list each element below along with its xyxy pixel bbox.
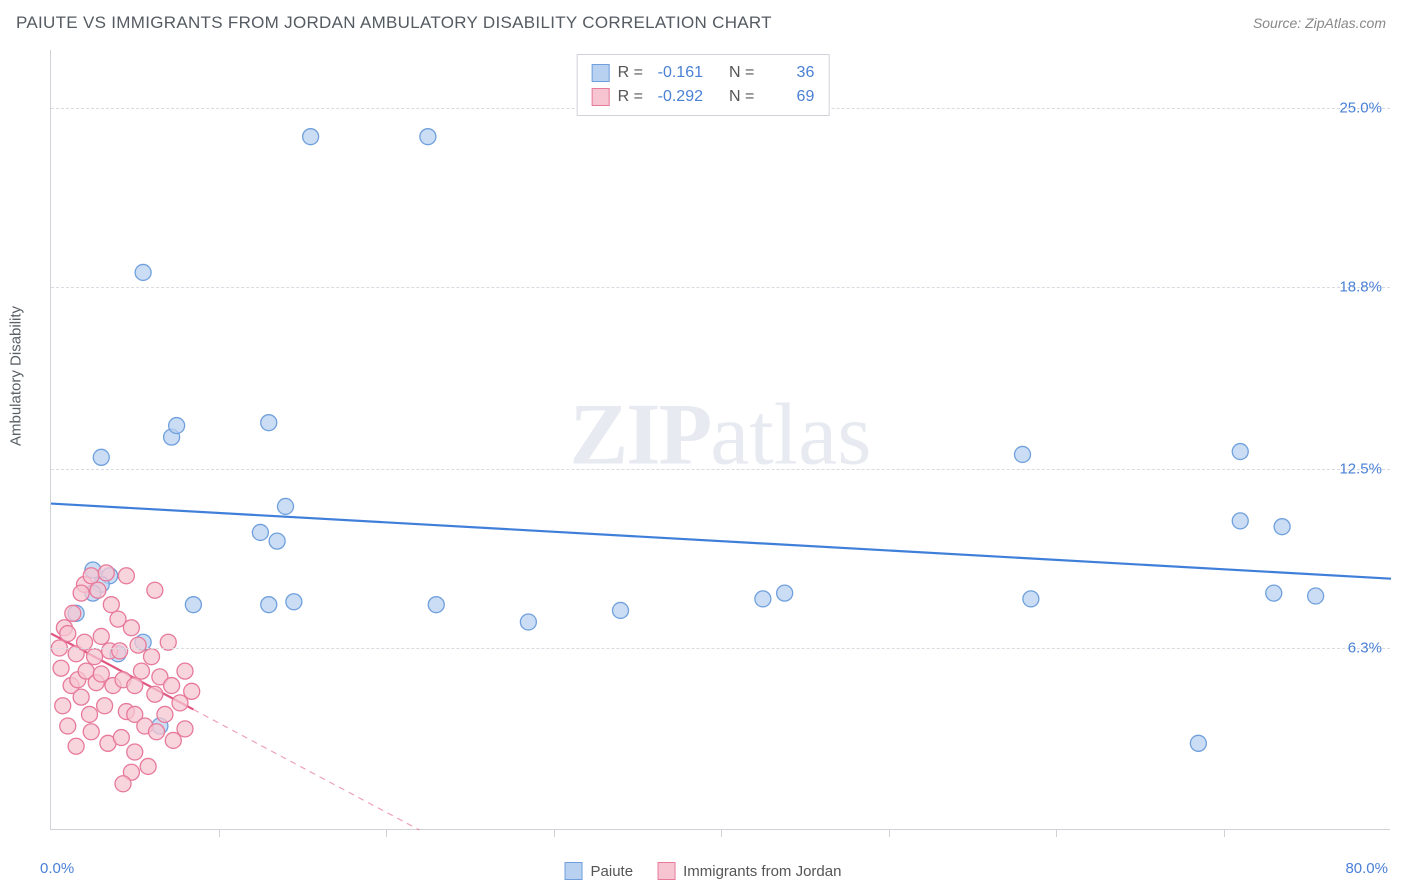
y-tick-label: 6.3% [1348,640,1382,657]
n-value-2: 69 [762,85,814,109]
y-tick-label: 25.0% [1339,99,1382,116]
legend-item-1: Paiute [565,862,634,880]
legend-label-1: Paiute [591,863,634,880]
swatch-series-1 [592,64,610,82]
n-label-2: N = [729,85,754,109]
stats-row-2: R = -0.292 N = 69 [592,85,815,109]
legend-label-2: Immigrants from Jordan [683,863,841,880]
swatch-series-2 [592,88,610,106]
legend-swatch-2 [657,862,675,880]
y-tick-label: 12.5% [1339,460,1382,477]
y-axis-label: Ambulatory Disability [8,306,25,446]
scatter-svg [51,50,1390,829]
legend-swatch-1 [565,862,583,880]
x-axis-min-label: 0.0% [40,860,74,877]
chart-title: PAIUTE VS IMMIGRANTS FROM JORDAN AMBULAT… [16,13,772,33]
n-label-1: N = [729,61,754,85]
chart-header: PAIUTE VS IMMIGRANTS FROM JORDAN AMBULAT… [0,0,1406,46]
chart-plot-area: ZIPatlas 6.3%12.5%18.8%25.0% [50,50,1390,830]
source-attribution: Source: ZipAtlas.com [1253,15,1386,31]
r-label-2: R = [618,85,643,109]
bottom-legend: Paiute Immigrants from Jordan [565,862,842,880]
r-value-1: -0.161 [651,61,703,85]
n-value-1: 36 [762,61,814,85]
legend-item-2: Immigrants from Jordan [657,862,841,880]
stats-row-1: R = -0.161 N = 36 [592,61,815,85]
r-label-1: R = [618,61,643,85]
x-axis-max-label: 80.0% [1345,860,1388,877]
r-value-2: -0.292 [651,85,703,109]
y-tick-label: 18.8% [1339,278,1382,295]
stats-legend-box: R = -0.161 N = 36 R = -0.292 N = 69 [577,54,830,116]
